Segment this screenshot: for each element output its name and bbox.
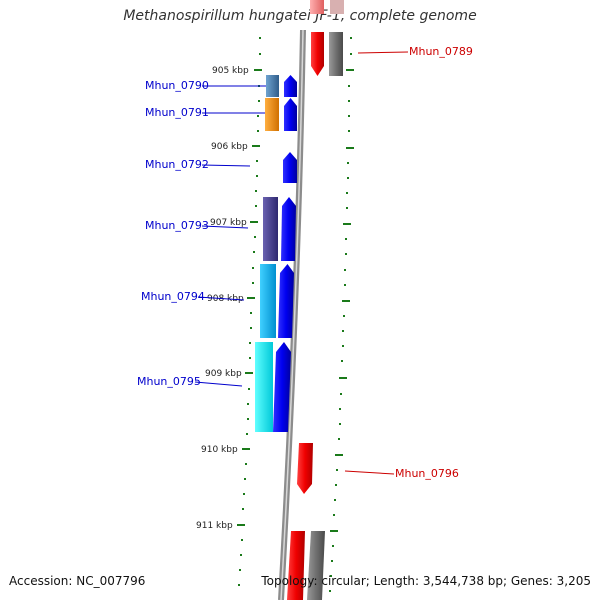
gene-mhun-0796[interactable] [297, 443, 313, 494]
homolog-mhun-0791[interactable] [265, 98, 279, 131]
gene-mhun-0791[interactable] [284, 98, 297, 131]
gene-mhun-0792[interactable] [283, 152, 297, 183]
gene-mhun-0789[interactable] [311, 32, 324, 76]
inner-ticks [237, 37, 262, 586]
partial-feature-top [310, 0, 324, 14]
homolog-mhun-0794[interactable] [260, 264, 276, 338]
backbone-highlight [280, 29, 304, 600]
gene-labels: Mhun_0790 Mhun_0791 Mhun_0792 Mhun_0793 … [137, 45, 473, 480]
gene-mhun-0795[interactable] [273, 342, 291, 432]
gene-label-mhun-0791[interactable]: Mhun_0791 [145, 106, 209, 119]
gene-label-mhun-0796[interactable]: Mhun_0796 [395, 467, 459, 480]
scale-label: 911 kbp [196, 521, 233, 531]
partial-feature-top-gray [330, 0, 344, 14]
gene-mhun-0794[interactable] [278, 264, 294, 338]
homolog-mhun-0790[interactable] [266, 75, 279, 97]
gene-mhun-0793[interactable] [281, 197, 296, 261]
gene-label-mhun-0794[interactable]: Mhun_0794 [141, 290, 205, 303]
gene-label-mhun-0792[interactable]: Mhun_0792 [145, 158, 209, 171]
homolog-mhun-0795[interactable] [255, 342, 273, 432]
scale-label: 910 kbp [201, 445, 238, 455]
accession-text: Accession: NC_007796 [9, 574, 146, 588]
gene-mhun-0789-homolog[interactable] [329, 32, 343, 76]
gene-label-mhun-0790[interactable]: Mhun_0790 [145, 79, 209, 92]
scale-label: 905 kbp [212, 66, 249, 76]
outer-ticks [329, 37, 354, 592]
map-title: Methanospirillum hungatei JF-1, complete… [123, 8, 477, 24]
homolog-mhun-0793[interactable] [263, 197, 278, 261]
gene-label-mhun-0793[interactable]: Mhun_0793 [145, 219, 209, 232]
gene-label-mhun-0789[interactable]: Mhun_0789 [409, 45, 473, 58]
gene-bottom-red[interactable] [287, 531, 305, 600]
gene-label-mhun-0795[interactable]: Mhun_0795 [137, 375, 201, 388]
gene-bottom-gray[interactable] [307, 531, 325, 600]
topology-text: Topology: circular; Length: 3,544,738 bp… [261, 574, 591, 588]
leader-lines [194, 51, 409, 475]
scale-label: 909 kbp [205, 369, 242, 379]
scale-label: 906 kbp [211, 142, 248, 152]
scale-label: 907 kbp [210, 218, 247, 228]
gene-mhun-0790[interactable] [284, 75, 297, 97]
